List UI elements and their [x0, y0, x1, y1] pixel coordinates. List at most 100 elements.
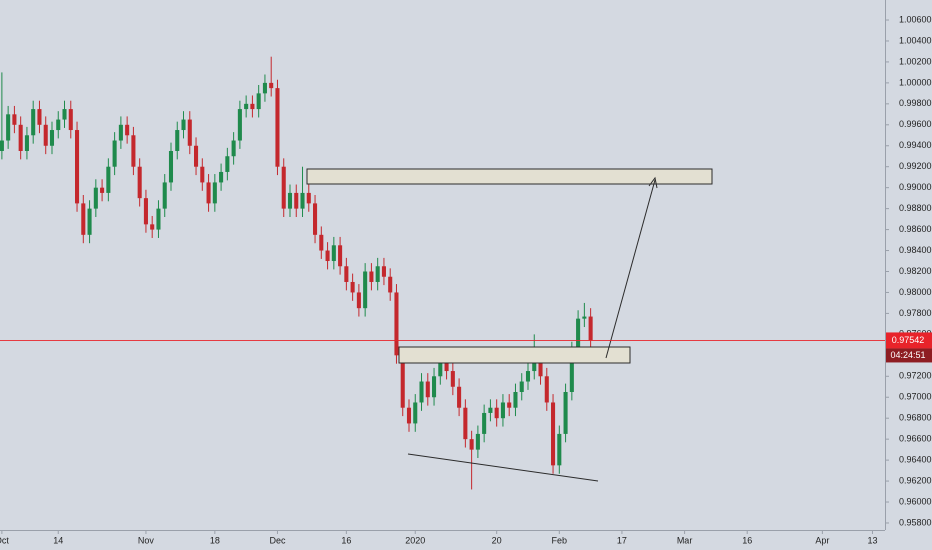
candle-body	[519, 381, 524, 392]
candle-body	[18, 124, 23, 151]
candle-body	[118, 124, 123, 141]
y-tick-label: 0.99400	[899, 140, 932, 150]
support-zone	[398, 346, 631, 364]
candle-body	[137, 166, 142, 199]
candle-body	[338, 245, 343, 267]
x-tick-label: Mar	[677, 535, 693, 545]
x-tick-label: 20	[492, 535, 502, 545]
candle-body	[425, 381, 430, 398]
candle-body	[168, 150, 174, 183]
candle-body	[287, 192, 293, 209]
candle-body	[225, 156, 230, 172]
candle-body	[150, 224, 155, 230]
candle-body	[432, 376, 437, 398]
x-tick-label: 18	[210, 535, 220, 545]
y-tick-label: 1.00600	[899, 14, 932, 24]
y-tick-label: 0.98400	[899, 245, 932, 255]
candle-body	[551, 402, 556, 466]
candle-body	[43, 124, 48, 146]
candle-body	[81, 203, 86, 235]
x-tick-label: 2020	[405, 535, 425, 545]
candle-body	[582, 316, 587, 319]
candle-body	[588, 316, 593, 341]
candle-body	[369, 271, 374, 282]
candle-body	[194, 145, 199, 167]
candle-body	[450, 371, 455, 387]
candle-body	[181, 119, 186, 131]
candle-body	[275, 88, 280, 167]
candle-body	[300, 192, 305, 209]
candle-body	[375, 266, 380, 282]
x-tick-label: Feb	[552, 535, 568, 545]
candle-body	[557, 433, 562, 466]
plot-area	[0, 56, 593, 490]
last-price-box	[886, 332, 932, 349]
candle-body	[513, 391, 518, 408]
candle-body	[538, 355, 543, 377]
candle-body	[106, 166, 111, 193]
candle-body	[325, 250, 330, 262]
candle-body	[256, 93, 261, 110]
x-tick-label: 16	[742, 535, 752, 545]
candle-body	[469, 439, 474, 450]
candle-body	[400, 355, 405, 408]
candle-body	[388, 276, 393, 293]
candle-body	[482, 412, 487, 434]
x-tick-label: 14	[53, 535, 63, 545]
candle-body	[212, 182, 217, 204]
candle-body	[231, 140, 236, 157]
y-tick-label: 0.95800	[899, 517, 932, 527]
candle-body	[237, 109, 242, 141]
candle-body	[219, 171, 224, 183]
candle-body	[319, 234, 324, 251]
candle-body	[344, 266, 349, 282]
y-tick-label: 0.99200	[899, 161, 932, 171]
candle-body	[49, 130, 55, 146]
candle-body	[262, 82, 267, 94]
candle-body	[463, 407, 468, 440]
candle-body	[56, 119, 61, 131]
x-tick-label: Apr	[815, 535, 829, 545]
candle-body	[112, 140, 117, 167]
candle-body	[269, 82, 274, 89]
y-tick-label: 1.00200	[899, 56, 932, 66]
y-tick-label: 0.98800	[899, 203, 932, 213]
y-tick-label: 0.99600	[899, 119, 932, 129]
y-tick-label: 0.99800	[899, 98, 932, 108]
candle-body	[125, 124, 130, 136]
candle-body	[306, 192, 311, 204]
candle-body	[244, 103, 249, 110]
candle-body	[68, 109, 73, 131]
y-tick-label: 0.96600	[899, 434, 932, 444]
candle-body	[37, 109, 42, 125]
x-tick-label: 16	[341, 535, 351, 545]
countdown-box	[886, 348, 932, 363]
candle-body	[419, 381, 424, 403]
candle-body	[525, 371, 531, 382]
candle-body	[87, 208, 92, 235]
y-tick-label: 0.97200	[899, 371, 932, 381]
candle-body	[0, 140, 4, 151]
arrow-head	[648, 176, 658, 189]
candle-body	[162, 182, 167, 209]
candle-body	[381, 266, 386, 277]
y-tick-label: 0.96400	[899, 454, 932, 464]
candle-body	[200, 166, 205, 183]
candle-body	[206, 182, 211, 204]
candle-body	[281, 166, 286, 209]
y-tick-label: 0.97800	[899, 308, 932, 318]
candle-body	[24, 135, 29, 151]
arrow-line	[605, 179, 656, 359]
candle-body	[363, 271, 368, 309]
candle-body	[250, 103, 255, 110]
candle-body	[457, 386, 462, 408]
y-tick-label: 0.98600	[899, 224, 932, 234]
y-tick-label: 0.96200	[899, 475, 932, 485]
y-tick-label: 1.00000	[899, 77, 932, 87]
candle-body	[331, 245, 336, 262]
candle-body	[356, 292, 361, 309]
candle-body	[175, 130, 180, 151]
candle-body	[143, 198, 148, 225]
candle-body	[131, 135, 136, 167]
